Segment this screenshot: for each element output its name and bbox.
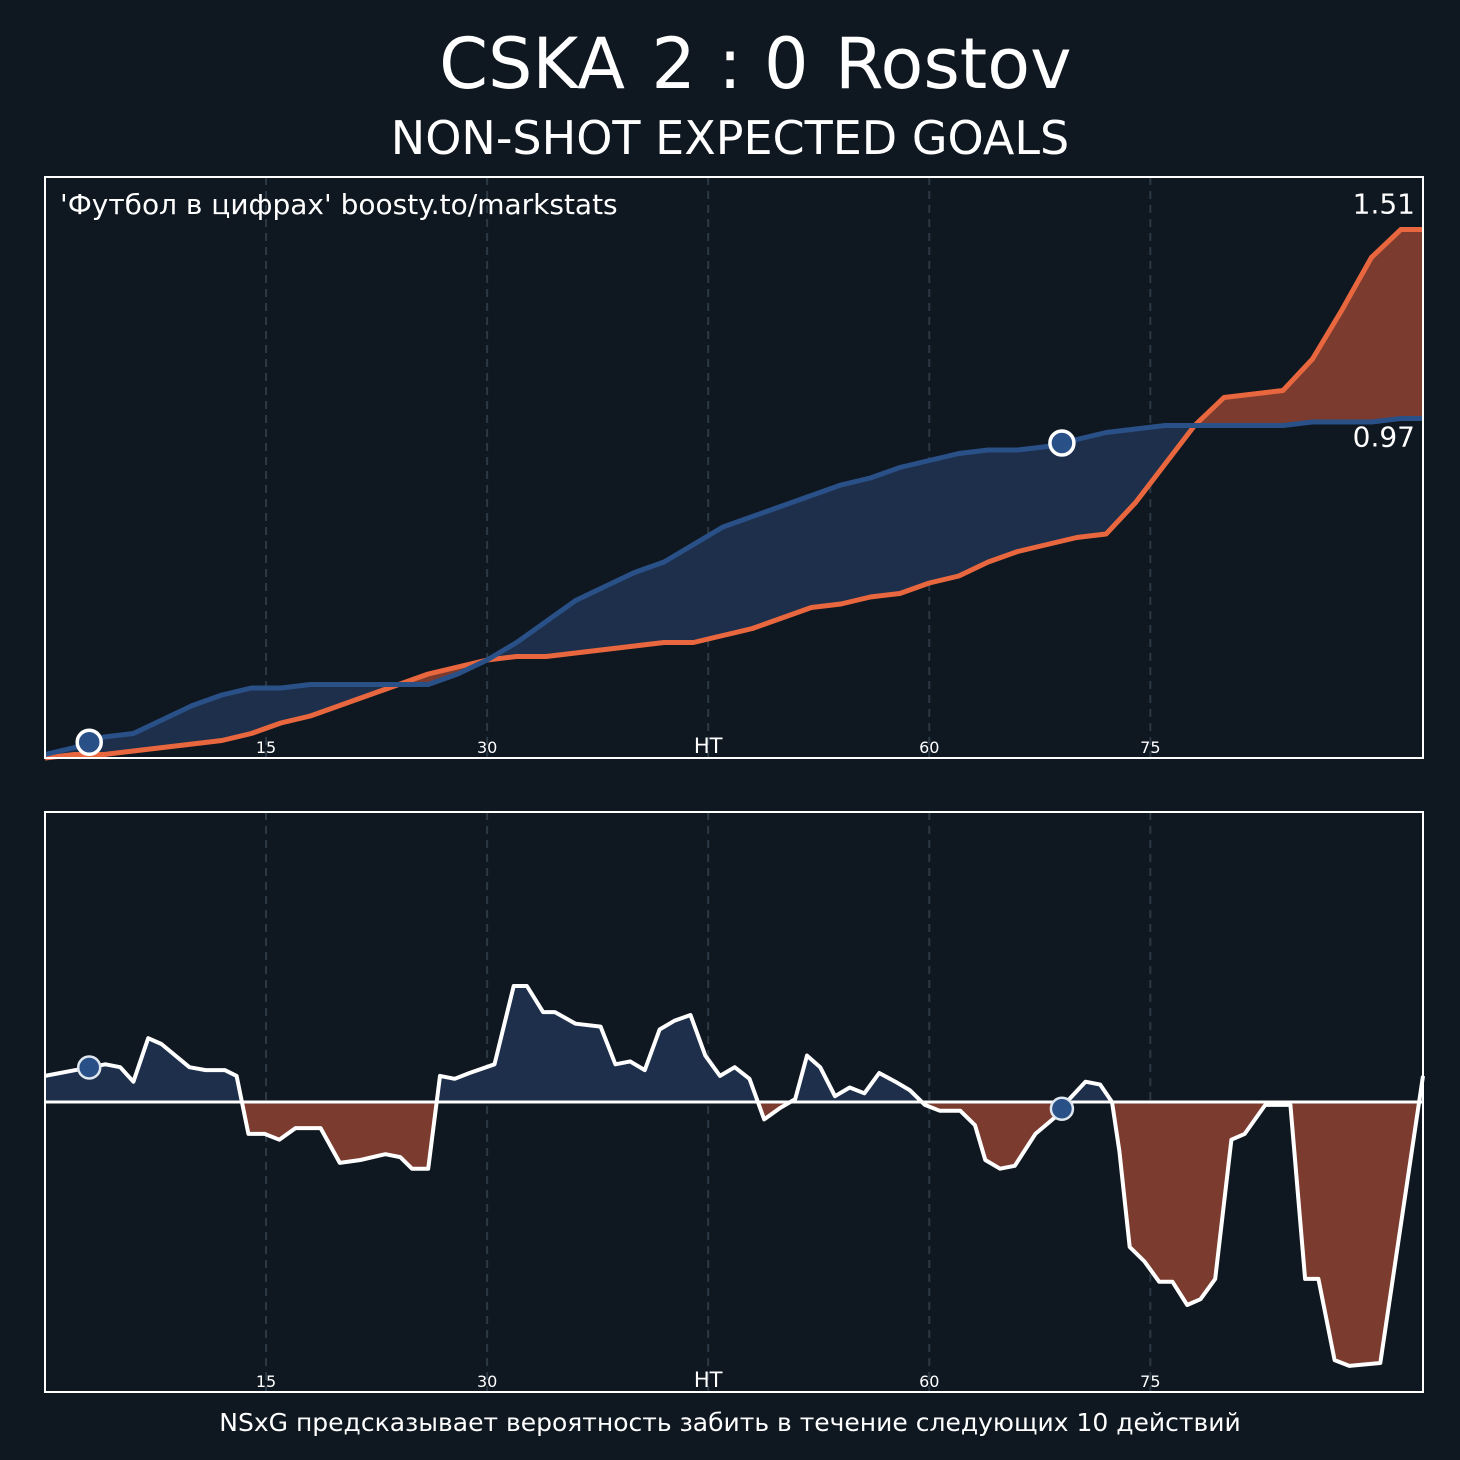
footnote: NSxG предсказывает вероятность забить в … — [219, 1408, 1240, 1437]
x-tick-label: 60 — [919, 1372, 939, 1391]
panel-border — [44, 811, 1424, 1393]
x-tick-label: 60 — [919, 738, 939, 757]
goal-marker — [75, 728, 103, 756]
end-value-label: 1.51 — [1353, 188, 1415, 221]
series-line — [44, 416, 1423, 757]
chart-title: NON-SHOT EXPECTED GOALS — [391, 111, 1069, 165]
panel-border — [44, 176, 1424, 759]
x-tick-label: HT — [694, 734, 723, 758]
series-line — [44, 227, 1423, 761]
x-tick-label: 30 — [477, 738, 497, 757]
x-tick-label: 15 — [256, 1372, 276, 1391]
x-tick-label: HT — [694, 1368, 723, 1392]
end-value-label: 0.97 — [1353, 421, 1415, 454]
x-tick-label: 75 — [1140, 1372, 1160, 1391]
negative-area — [45, 1102, 1423, 1366]
x-tick-label: 30 — [477, 1372, 497, 1391]
x-tick-label: 15 — [256, 738, 276, 757]
goal-marker — [1048, 429, 1076, 457]
annotation: 'Футбол в цифрах' boosty.to/markstats — [60, 188, 618, 221]
positive-area — [45, 986, 1423, 1102]
away-team: Rostov — [835, 23, 1072, 105]
home-team: CSKA — [439, 23, 625, 105]
goal-marker — [76, 1055, 102, 1080]
score: 2 : 0 — [651, 23, 808, 105]
goal-marker — [1049, 1096, 1075, 1122]
x-tick-label: 75 — [1140, 738, 1160, 757]
difference-line — [44, 984, 1425, 1368]
